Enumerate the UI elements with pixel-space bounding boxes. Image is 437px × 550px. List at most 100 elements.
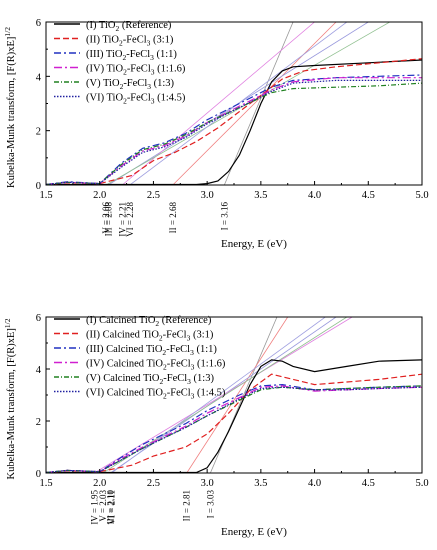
legend-text: (1:1) [194, 344, 218, 355]
tangent-line [186, 317, 289, 473]
legend-subscript: 3 [151, 68, 155, 77]
band-gap-annotation: III = 2.08 [103, 202, 113, 237]
legend-subscript: 2 [123, 97, 127, 106]
tangent-line [172, 22, 337, 185]
legend-subscript: 2 [155, 319, 159, 328]
band-gap-annotation: V = 2.06 [101, 202, 111, 234]
legend-label: (IV) TiO2-FeCl3 (1:1.6) [86, 64, 186, 77]
legend-text: (1:1.6) [154, 64, 185, 75]
y-tick-label: 2 [36, 127, 41, 138]
legend-text: (3:1) [150, 35, 174, 46]
legend-text: -FeCl [126, 49, 150, 60]
x-tick-label: 2.0 [93, 478, 106, 489]
legend-text: (II) TiO [86, 35, 119, 46]
legend-subscript: 3 [191, 392, 195, 401]
band-gap-annotation: IV = 1.95 [89, 490, 99, 525]
legend-label: (VI) Calcined TiO2-FeCl3 (1:4.5) [86, 388, 226, 401]
tangent-line [122, 22, 315, 185]
y-tick-label: 0 [36, 181, 41, 192]
y-tick-label: 6 [36, 18, 41, 29]
legend-subscript: 3 [190, 348, 194, 357]
legend-label: (II) TiO2-FeCl3 (3:1) [86, 35, 174, 48]
series-line [46, 59, 422, 185]
y-tick-label: 2 [36, 417, 41, 428]
y-axis-label-main: Kubelka-Munk transform, [F(R)xE] [6, 37, 17, 188]
y-tick-label: 6 [36, 313, 41, 324]
legend-text: (3:1) [190, 330, 214, 341]
y-tick-label: 4 [36, 72, 42, 83]
legend-text: (1:1.6) [194, 359, 225, 370]
series-line [46, 82, 422, 185]
legend-text: (Reference) [119, 20, 172, 31]
x-tick-label: 3.0 [201, 190, 214, 201]
legend-subscript: 2 [160, 377, 164, 386]
series-line [46, 77, 422, 185]
legend-text: (III) Calcined TiO [86, 344, 163, 355]
x-tick-label: 2.5 [147, 190, 160, 201]
x-tick-label: 3.0 [201, 478, 214, 489]
legend-label: (II) Calcined TiO2-FeCl3 (3:1) [86, 330, 214, 343]
series-line [46, 74, 422, 185]
legend-subscript: 3 [151, 97, 155, 106]
legend-text: (VI) Calcined TiO [86, 388, 163, 399]
series-group [46, 58, 422, 185]
tangent-line [111, 317, 326, 473]
chart-1: 1.5 2.0 2.5 3.0 3.5 4.0 4.5 5.0 0 2 4 6 Energy, E (e… [3, 18, 429, 250]
legend-subscript: 3 [191, 363, 195, 372]
legend-label: (III) TiO2-FeCl3 (1:1) [86, 49, 177, 62]
band-gap-annotation: II = 2.81 [182, 490, 192, 521]
legend: (I) TiO2 (Reference)(II) TiO2-FeCl3 (3:1… [54, 20, 186, 106]
legend-text: (VI) TiO [86, 93, 123, 104]
tangent-line [209, 317, 278, 473]
legend-subscript: 2 [122, 53, 126, 62]
plot-frame [45, 21, 423, 186]
legend-subscript: 2 [123, 68, 127, 77]
legend-subscript: 2 [163, 392, 167, 401]
legend-text: (IV) TiO [86, 64, 123, 75]
y-tick-label: 0 [36, 469, 41, 480]
x-axis-label: Energy, E (eV) [221, 526, 287, 538]
x-tick-label: 5.0 [415, 478, 428, 489]
legend-text: (1:3) [151, 78, 175, 89]
legend-label: (I) TiO2 (Reference) [86, 20, 172, 33]
legend-subscript: 2 [115, 24, 119, 33]
legend-text: -FeCl [167, 359, 191, 370]
legend-subscript: 2 [159, 334, 163, 343]
y-tick-label: 4 [36, 365, 42, 376]
series-line [46, 385, 422, 473]
series-line [46, 359, 422, 473]
x-tick-label: 4.0 [308, 190, 321, 201]
y-axis-label: Kubelka-Munk transform, [F(R)xE]1/2 [3, 318, 17, 479]
legend-text: (IV) Calcined TiO [86, 359, 163, 370]
band-gap-annotation: I = 3.03 [205, 490, 215, 519]
band-gap-annotation: II = 2.68 [168, 202, 178, 234]
legend-text: -FeCl [163, 373, 187, 384]
x-axis-label: Energy, E (eV) [221, 238, 287, 250]
band-gap-annotation: IV = 2.21 [117, 202, 127, 237]
legend-text: -FeCl [166, 344, 190, 355]
band-gap-annotation: III = 2.10 [105, 490, 115, 525]
legend-text: -FeCl [163, 330, 187, 341]
legend-label: (V) TiO2-FeCl3 (1:3) [86, 78, 175, 91]
x-tick-label: 4.0 [308, 478, 321, 489]
series-line [46, 58, 422, 185]
legend-text: -FeCl [127, 93, 151, 104]
legend-subscript: 2 [119, 39, 123, 48]
series-line [46, 79, 422, 185]
legend-text: (1:4.5) [154, 93, 185, 104]
series-line [46, 385, 422, 473]
legend-label: (VI) TiO2-FeCl3 (1:4.5) [86, 93, 186, 106]
band-gap-annotation: I = 3.16 [219, 202, 229, 231]
legend-label: (V) Calcined TiO2-FeCl3 (1:3) [86, 373, 214, 386]
legend-text: (V) TiO [86, 78, 120, 89]
x-tick-label: 2.0 [93, 190, 106, 201]
legend-subscript: 2 [120, 82, 124, 91]
band-gap-annotation: VI = 2.28 [125, 202, 135, 237]
x-tick-label: 1.5 [39, 478, 52, 489]
legend-text: -FeCl [167, 388, 191, 399]
tangent-line [102, 317, 348, 473]
legend-subscript: 3 [187, 377, 191, 386]
legend-text: (Reference) [159, 315, 212, 326]
legend-text: -FeCl [123, 35, 147, 46]
